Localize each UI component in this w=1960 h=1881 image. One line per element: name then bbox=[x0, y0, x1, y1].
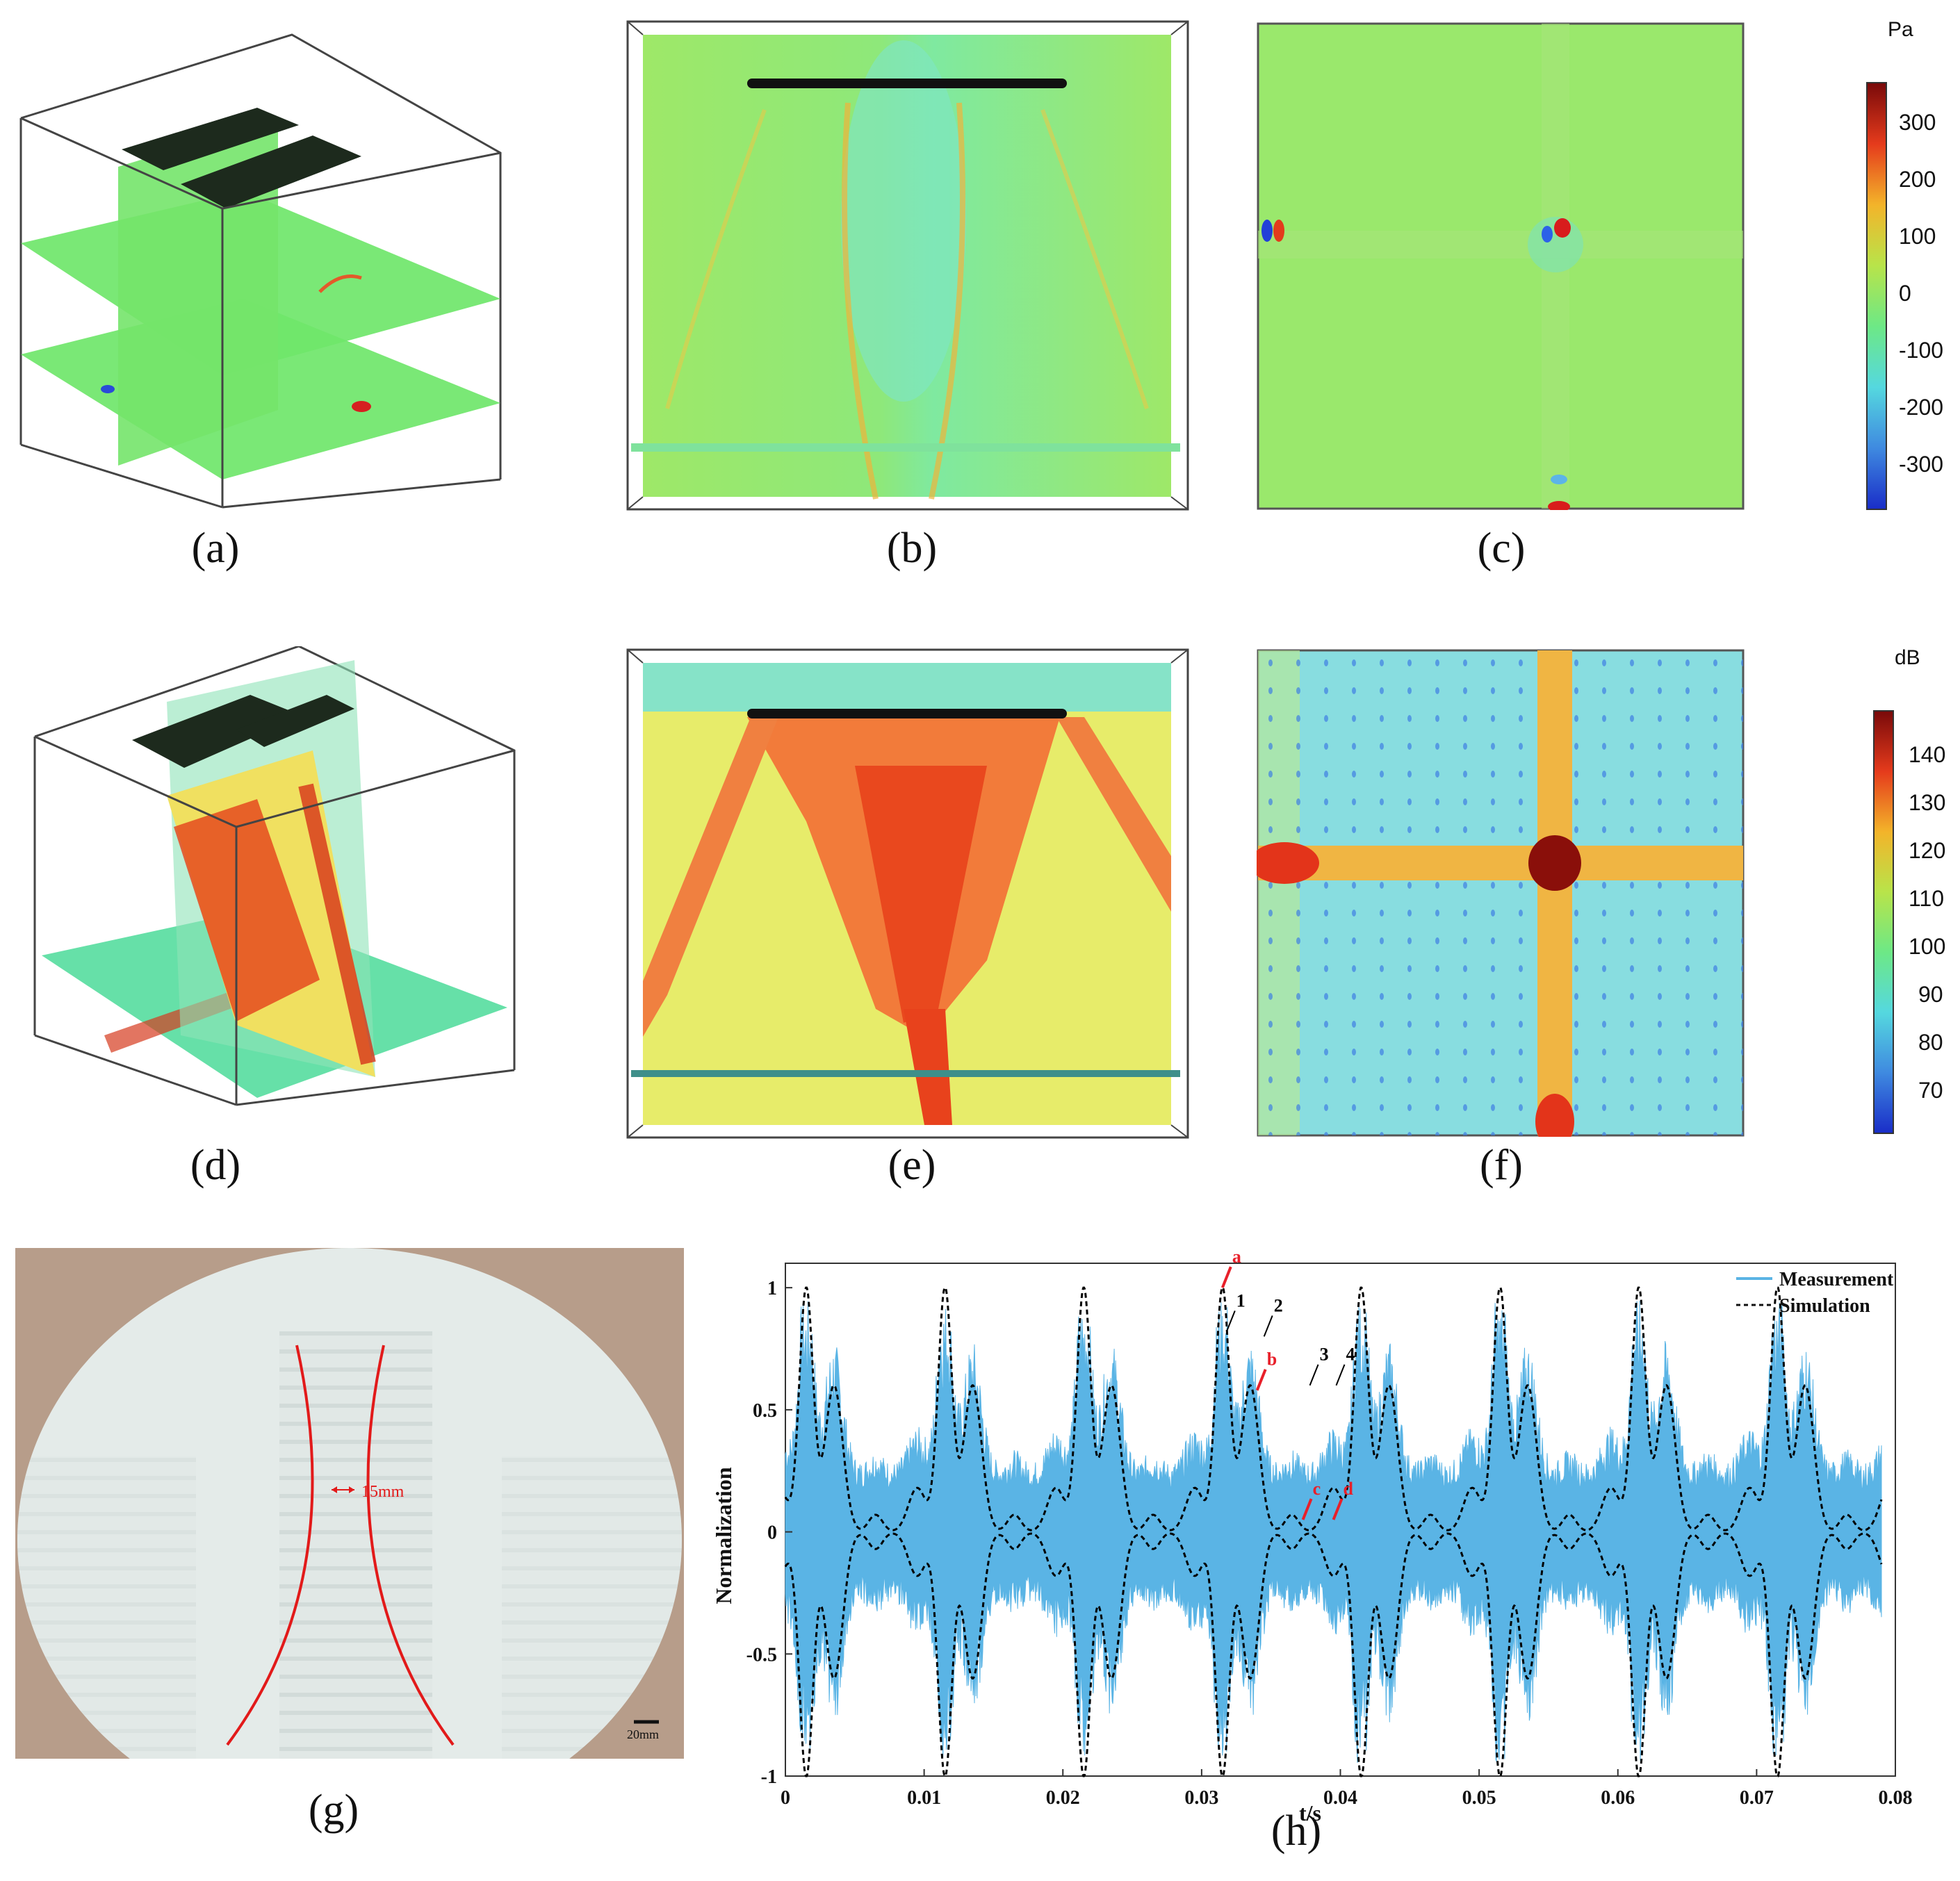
colorbar-pa-tick: 100 bbox=[1899, 224, 1936, 249]
transducer-array-a1 bbox=[122, 108, 299, 170]
x-tick-label: 0.07 bbox=[1740, 1787, 1774, 1809]
panel-h-chart: a 1 2 b 3 4 c d 0 0.01 0.02 0.03 0.04 0.05 0.06 0.07 0.… bbox=[711, 1247, 1913, 1825]
y-axis-label: Normalization bbox=[711, 1467, 736, 1604]
colorbar-db bbox=[1873, 710, 1894, 1134]
colorbar-db-tick: 80 bbox=[1918, 1030, 1943, 1055]
annotation-arrow bbox=[1263, 1315, 1273, 1337]
caption-b: (b) bbox=[886, 525, 938, 572]
colorbar-db-tick: 140 bbox=[1909, 742, 1946, 767]
annotation-label: c bbox=[1313, 1479, 1321, 1499]
colorbar-pa bbox=[1866, 82, 1887, 510]
scale-bar-label: 20mm bbox=[627, 1727, 659, 1741]
x-tick-label: 0.04 bbox=[1323, 1787, 1357, 1809]
panel-b-pressure-section bbox=[626, 20, 1189, 511]
caption-g: (g) bbox=[308, 1786, 359, 1834]
x-tick-label: 0 bbox=[781, 1787, 790, 1809]
transducer-row-e bbox=[747, 709, 1067, 718]
y-tick-label: -1 bbox=[761, 1766, 777, 1788]
caption-d: (d) bbox=[190, 1142, 241, 1189]
annotation-label: d bbox=[1344, 1479, 1354, 1499]
colorbar-pa-tick: -200 bbox=[1899, 395, 1944, 420]
annotation-label: 4 bbox=[1346, 1345, 1355, 1365]
colorbar-pa-tick: 0 bbox=[1899, 281, 1911, 306]
colorbar-pa-tick: -100 bbox=[1899, 338, 1944, 363]
x-tick-label: 0.08 bbox=[1879, 1787, 1913, 1809]
colorbar-pa-tick: 300 bbox=[1899, 110, 1936, 135]
colorbar-db-tick: 130 bbox=[1909, 790, 1946, 815]
legend-measurement: Measurement bbox=[1779, 1269, 1894, 1290]
y-tick-label: 0.5 bbox=[753, 1400, 777, 1422]
annotation-arrow bbox=[1255, 1369, 1267, 1391]
y-tick-label: 1 bbox=[767, 1278, 777, 1299]
panel-a-3d-pressure bbox=[19, 33, 502, 509]
x-tick-label: 0.03 bbox=[1184, 1787, 1218, 1809]
annotation-arrow bbox=[1332, 1498, 1344, 1520]
x-tick-label: 0.01 bbox=[907, 1787, 941, 1809]
legend: Measurement Simulation bbox=[1736, 1269, 1894, 1317]
transducer-row-b bbox=[747, 79, 1067, 88]
measurement-band bbox=[785, 1301, 1882, 1763]
colorbar-db-unit: dB bbox=[1895, 646, 1920, 669]
annotation-arrow bbox=[1309, 1364, 1319, 1386]
annotation-label: 2 bbox=[1274, 1295, 1283, 1315]
colorbar-pa-tick: -300 bbox=[1899, 452, 1944, 477]
y-tick-label: -0.5 bbox=[746, 1644, 777, 1666]
caption-e: (e) bbox=[888, 1142, 936, 1189]
annotation-label: 3 bbox=[1320, 1345, 1329, 1365]
x-axis-label: t/s bbox=[1299, 1800, 1321, 1825]
panel-d-3d-spl bbox=[33, 646, 516, 1106]
transducer-array-a2 bbox=[181, 135, 361, 208]
legend-simulation: Simulation bbox=[1779, 1295, 1870, 1317]
panel-e-spl-section bbox=[626, 648, 1189, 1139]
annotation-arrow bbox=[1301, 1498, 1313, 1520]
x-tick-label: 0.02 bbox=[1046, 1787, 1080, 1809]
y-tick-label: 0 bbox=[767, 1522, 777, 1544]
caption-a: (a) bbox=[191, 525, 240, 572]
x-tick-label: 0.05 bbox=[1462, 1787, 1496, 1809]
x-tick-label: 0.06 bbox=[1601, 1787, 1635, 1809]
colorbar-db-tick: 70 bbox=[1918, 1078, 1943, 1103]
colorbar-db-tick: 110 bbox=[1909, 886, 1945, 911]
simulation-lower bbox=[784, 1532, 1883, 1777]
caption-h: (h) bbox=[1271, 1807, 1322, 1855]
measurement-series bbox=[785, 1301, 1882, 1763]
colorbar-pa-unit: Pa bbox=[1888, 18, 1913, 41]
panel-c-pressure-plane bbox=[1257, 22, 1745, 510]
focus-width-label: 15mm bbox=[361, 1483, 405, 1501]
colorbar-db-tick: 90 bbox=[1918, 982, 1943, 1007]
annotation-arrow bbox=[1335, 1364, 1346, 1386]
annotation-arrow bbox=[1225, 1311, 1236, 1332]
colorbar-db-tick: 100 bbox=[1909, 934, 1946, 959]
caption-c: (c) bbox=[1477, 525, 1526, 572]
annotation-label: 1 bbox=[1236, 1290, 1246, 1311]
caption-f: (f) bbox=[1480, 1142, 1523, 1189]
panel-g-photo: 15mm 20mm bbox=[15, 1248, 684, 1759]
simulation-series bbox=[784, 1286, 1883, 1777]
annotation-label: b bbox=[1267, 1349, 1277, 1370]
annotation-label: a bbox=[1232, 1247, 1241, 1267]
simulation-upper bbox=[784, 1286, 1883, 1531]
colorbar-pa-tick: 200 bbox=[1899, 167, 1936, 192]
panel-f-spl-plane bbox=[1257, 649, 1745, 1137]
annotation-arrow bbox=[1220, 1266, 1232, 1288]
colorbar-db-tick: 120 bbox=[1909, 838, 1946, 863]
